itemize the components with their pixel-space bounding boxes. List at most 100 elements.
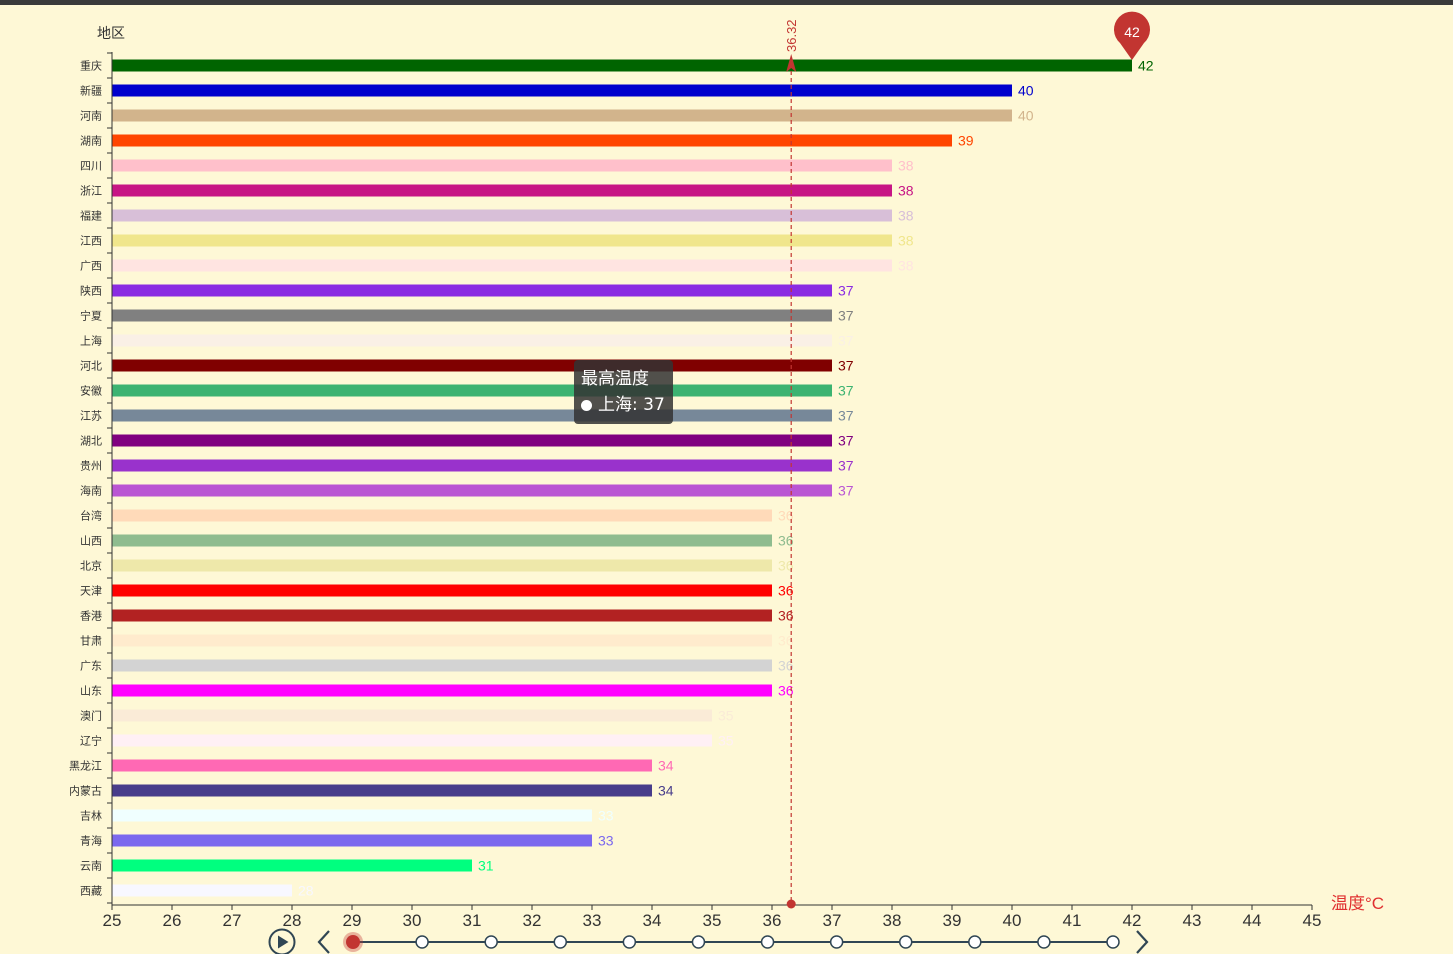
bar[interactable]	[112, 434, 832, 447]
value-label: 38	[898, 158, 914, 174]
category-label: 福建	[80, 209, 102, 223]
timeline-node[interactable]	[1037, 935, 1051, 949]
category-label: 上海	[80, 334, 102, 348]
category-label: 甘肃	[80, 635, 102, 648]
bar[interactable]	[112, 584, 772, 597]
value-label: 35	[718, 708, 734, 724]
timeline-nodes[interactable]	[343, 932, 1120, 952]
category-label: 河北	[80, 360, 102, 373]
chevron-right-icon[interactable]	[1136, 930, 1149, 954]
value-label: 37	[838, 383, 854, 399]
bar[interactable]	[112, 134, 952, 147]
bar[interactable]	[112, 284, 832, 297]
x-tick-label: 27	[223, 911, 242, 930]
bar[interactable]	[112, 709, 712, 722]
bar[interactable]	[112, 809, 592, 822]
x-tick-label: 32	[523, 911, 542, 930]
value-label: 37	[838, 458, 854, 474]
value-label: 39	[958, 133, 974, 149]
category-label: 北京	[80, 559, 102, 573]
x-tick-label: 41	[1063, 911, 1082, 930]
value-label: 28	[298, 883, 314, 899]
timeline-node[interactable]	[898, 935, 913, 949]
bar[interactable]	[112, 634, 772, 647]
bar[interactable]	[112, 409, 832, 422]
bar[interactable]	[112, 759, 652, 772]
bar[interactable]	[112, 534, 772, 547]
timeline-node[interactable]	[691, 935, 706, 949]
bar[interactable]	[112, 484, 832, 497]
bar[interactable]	[112, 509, 772, 522]
map-pin-icon	[1114, 11, 1150, 60]
timeline-node[interactable]	[829, 935, 844, 949]
bar[interactable]	[112, 159, 892, 172]
bar[interactable]	[112, 184, 892, 197]
axes	[107, 52, 1312, 906]
y-axis-title: 地区	[97, 25, 125, 41]
bar[interactable]	[112, 84, 1012, 97]
mark-point-label: 42	[1124, 24, 1140, 40]
bar[interactable]	[112, 384, 832, 397]
mark-line-label: 36.32	[784, 19, 799, 52]
bar[interactable]	[112, 359, 832, 372]
bar[interactable]	[112, 734, 712, 747]
bar[interactable]	[112, 609, 772, 622]
category-label: 台湾	[80, 509, 102, 523]
tooltip: 最高温度 上海: 37	[574, 360, 673, 424]
bar[interactable]	[112, 109, 1012, 122]
bar[interactable]	[112, 459, 832, 472]
category-label: 陕西	[80, 284, 102, 298]
value-label: 34	[658, 758, 674, 774]
bar[interactable]	[112, 59, 1132, 72]
average-mark-line[interactable]: 36.32	[784, 19, 799, 909]
category-label: 江西	[80, 235, 102, 248]
x-tick-label: 35	[703, 911, 722, 930]
bar[interactable]	[112, 259, 892, 272]
bar[interactable]	[112, 234, 892, 247]
category-label: 山西	[80, 535, 102, 548]
x-tick-label: 36	[763, 911, 782, 930]
value-label: 36	[778, 558, 794, 574]
category-labels: 重庆新疆河南湖南四川浙江福建江西广西陕西宁夏上海河北安徽江苏湖北贵州海南台湾山西…	[69, 59, 102, 898]
category-label: 黑龙江	[69, 760, 102, 773]
max-mark-point[interactable]: 42	[1114, 11, 1150, 60]
timeline-node[interactable]	[760, 935, 775, 949]
tooltip-text: 上海: 37	[598, 395, 665, 415]
value-label: 36	[778, 583, 794, 599]
bar[interactable]	[112, 209, 892, 222]
bar[interactable]	[112, 659, 772, 672]
timeline-node-current[interactable]	[346, 935, 360, 949]
timeline[interactable]	[268, 928, 1149, 954]
category-label: 江苏	[80, 410, 102, 423]
x-tick-label: 40	[1003, 911, 1022, 930]
timeline-node[interactable]	[622, 935, 637, 949]
bar[interactable]	[112, 859, 472, 872]
value-label: 37	[838, 333, 854, 349]
category-label: 湖北	[80, 435, 102, 448]
bar[interactable]	[112, 684, 772, 697]
mark-line-start-dot	[786, 899, 796, 909]
timeline-node[interactable]	[968, 935, 982, 949]
timeline-node[interactable]	[415, 935, 429, 949]
tooltip-title: 最高温度	[581, 369, 649, 389]
timeline-node[interactable]	[1106, 935, 1120, 949]
bar[interactable]	[112, 309, 832, 322]
value-labels: 42 40 40 39 38 38 38 38 38 37 37 37 37 37 37 37 37 37 36 36…	[298, 58, 1154, 899]
value-label: 37	[838, 283, 854, 299]
bar[interactable]	[112, 559, 772, 572]
category-label: 贵州	[80, 460, 102, 473]
timeline-node[interactable]	[484, 935, 498, 949]
value-label: 37	[838, 358, 854, 374]
timeline-node[interactable]	[553, 935, 568, 949]
bar[interactable]	[112, 834, 592, 847]
bar[interactable]	[112, 784, 652, 797]
bar[interactable]	[112, 884, 292, 897]
category-label: 天津	[80, 585, 102, 598]
value-label: 36	[778, 683, 794, 699]
play-button[interactable]	[268, 928, 296, 954]
x-tick-label: 44	[1243, 911, 1262, 930]
bar[interactable]	[112, 334, 832, 347]
category-label: 澳门	[80, 709, 102, 723]
chevron-left-icon[interactable]	[317, 930, 330, 954]
